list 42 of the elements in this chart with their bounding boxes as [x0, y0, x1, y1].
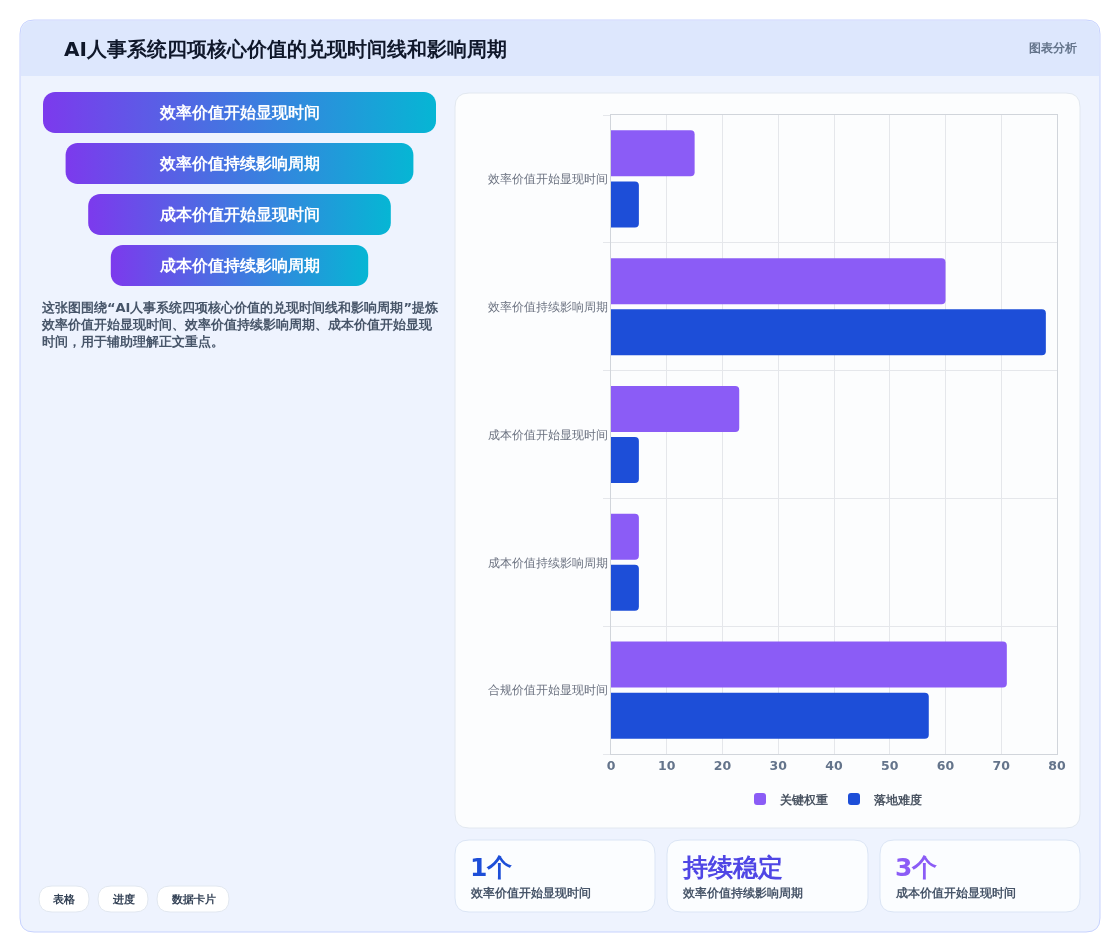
legend-label: 关键权重	[779, 792, 828, 807]
text: 成本价值开始显现时间	[895, 886, 1016, 900]
text: 图表分析	[1029, 41, 1077, 55]
bar	[611, 564, 639, 611]
x-tick-label: 40	[825, 758, 843, 773]
x-tick-label: 30	[769, 758, 788, 773]
text: 效率价值开始显现时间	[470, 886, 591, 900]
text: 1个	[470, 853, 513, 882]
y-tick-label: 效率价值持续影响周期	[487, 299, 608, 314]
bar	[611, 692, 929, 739]
x-tick-label: 0	[606, 758, 616, 773]
y-tick-label: 合规价值开始显现时间	[487, 683, 608, 698]
x-tick-label: 60	[936, 758, 955, 773]
category-label: 成本价值持续影响周期	[159, 256, 320, 275]
bar	[611, 513, 639, 560]
x-tick-label: 50	[881, 758, 899, 773]
text: 这张图围绕“AI人事系统四项核心价值的兑现时间线和影响周期”提炼效率价值开始显现时间、效率价值持续影响周期、成本价值开始显现时间，用于辅助理解正文重点。	[41, 300, 439, 349]
bar	[611, 385, 740, 432]
text: AI人事系统四项核心价值的兑现时间线和影响周期	[64, 37, 507, 61]
x-tick-label: 10	[658, 758, 676, 773]
bar	[611, 130, 695, 177]
text: 效率价值持续影响周期	[682, 886, 803, 900]
category-label: 数据卡片	[171, 893, 216, 906]
category-label: 表格	[52, 893, 76, 906]
bar	[611, 181, 639, 228]
legend-label: 落地难度	[873, 792, 922, 807]
category-label: 效率价值持续影响周期	[159, 154, 320, 173]
y-tick-label: 效率价值开始显现时间	[487, 172, 608, 187]
bar	[611, 641, 1007, 688]
y-tick-label: 成本价值持续影响周期	[487, 555, 608, 570]
text: 持续稳定	[682, 853, 783, 882]
x-tick-label: 70	[992, 758, 1011, 773]
text: 3个	[895, 853, 938, 882]
category-label: 进度	[112, 893, 135, 906]
y-tick-label: 成本价值开始显现时间	[487, 427, 608, 442]
bar	[611, 309, 1046, 356]
category-label: 成本价值开始显现时间	[159, 205, 320, 224]
bar	[611, 437, 639, 484]
x-tick-label: 20	[713, 758, 732, 773]
category-label: 效率价值开始显现时间	[159, 103, 320, 122]
bar	[611, 258, 946, 305]
x-tick-label: 80	[1048, 758, 1066, 773]
